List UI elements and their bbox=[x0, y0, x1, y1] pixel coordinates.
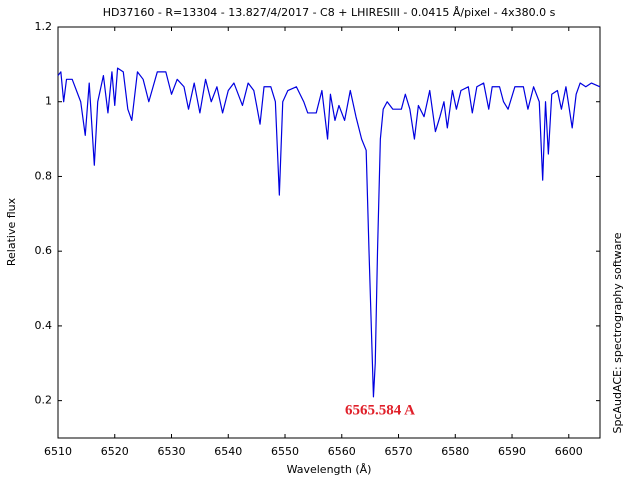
x-tick-label: 6510 bbox=[44, 445, 72, 458]
y-tick-label: 0.6 bbox=[35, 244, 53, 257]
x-tick-label: 6570 bbox=[385, 445, 413, 458]
side-text: SpcAudACE: spectrography software bbox=[611, 232, 624, 433]
x-tick-label: 6600 bbox=[555, 445, 583, 458]
x-axis-label: Wavelength (Å) bbox=[287, 463, 372, 476]
plot-frame bbox=[57, 26, 601, 439]
y-axis-label: Relative flux bbox=[5, 197, 18, 266]
y-tick-label: 0.4 bbox=[35, 319, 53, 332]
y-tick-label: 0.8 bbox=[35, 169, 53, 182]
chart-title: HD37160 - R=13304 - 13.827/4/2017 - C8 +… bbox=[103, 6, 556, 19]
spectrum-line bbox=[57, 67, 601, 398]
x-tick-label: 6520 bbox=[101, 445, 129, 458]
x-tick-label: 6590 bbox=[498, 445, 526, 458]
x-tick-label: 6580 bbox=[441, 445, 469, 458]
y-tick-label: 1 bbox=[45, 95, 52, 108]
annotation: 6565.584 A bbox=[345, 402, 415, 418]
x-tick-label: 6540 bbox=[214, 445, 242, 458]
y-tick-label: 1.2 bbox=[35, 20, 53, 33]
x-tick-label: 6560 bbox=[328, 445, 356, 458]
x-tick-label: 6530 bbox=[158, 445, 186, 458]
y-tick-label: 0.2 bbox=[35, 394, 53, 407]
x-tick-label: 6550 bbox=[271, 445, 299, 458]
